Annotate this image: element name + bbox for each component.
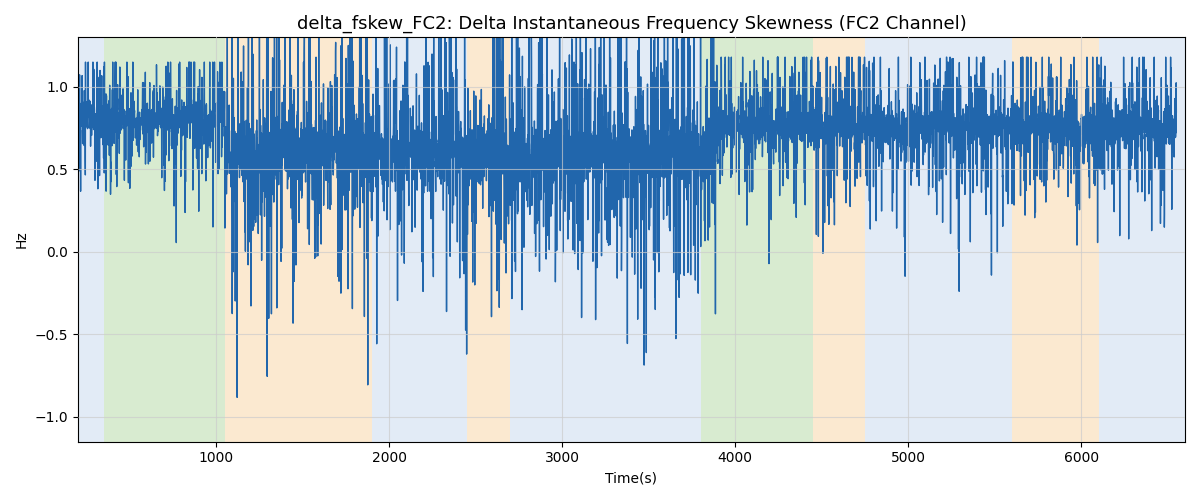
- X-axis label: Time(s): Time(s): [606, 471, 658, 485]
- Bar: [467, 38, 510, 442]
- Bar: [224, 38, 372, 442]
- Bar: [718, 38, 814, 442]
- Bar: [1098, 38, 1186, 442]
- Bar: [372, 38, 467, 442]
- Bar: [510, 38, 701, 442]
- Bar: [701, 38, 718, 442]
- Title: delta_fskew_FC2: Delta Instantaneous Frequency Skewness (FC2 Channel): delta_fskew_FC2: Delta Instantaneous Fre…: [296, 15, 966, 34]
- Bar: [104, 38, 224, 442]
- Bar: [865, 38, 1012, 442]
- Y-axis label: Hz: Hz: [14, 230, 29, 248]
- Bar: [814, 38, 865, 442]
- Bar: [1012, 38, 1098, 442]
- Bar: [78, 38, 104, 442]
